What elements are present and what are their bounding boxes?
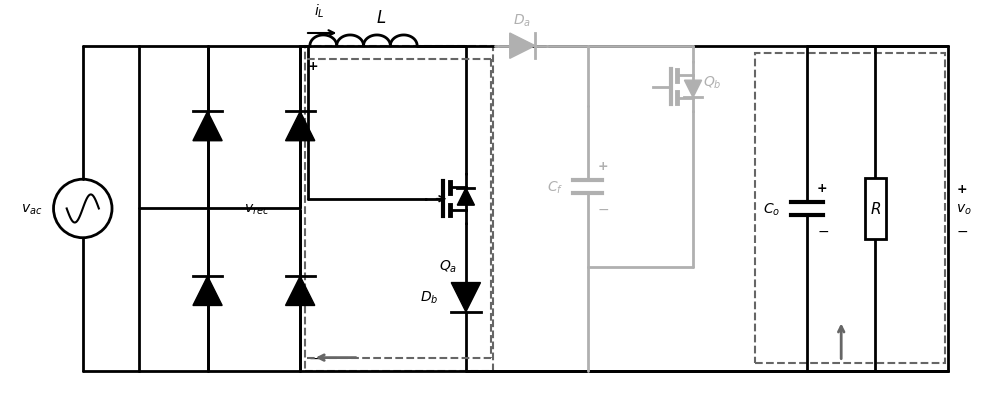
Polygon shape [286, 276, 315, 306]
Bar [305, 47, 493, 371]
Text: $Q_a$: $Q_a$ [439, 258, 457, 274]
Text: $-$: $-$ [956, 223, 968, 237]
Text: $-$: $-$ [817, 223, 829, 237]
Text: $v_o$: $v_o$ [956, 202, 972, 216]
Polygon shape [451, 283, 481, 312]
Text: $i_L$: $i_L$ [314, 3, 325, 20]
Text: $L$: $L$ [376, 9, 386, 27]
Polygon shape [286, 112, 315, 142]
Text: $v_{rec}$: $v_{rec}$ [244, 202, 269, 216]
Text: $D_b$: $D_b$ [420, 289, 439, 306]
Polygon shape [684, 81, 702, 98]
Text: $C_o$: $C_o$ [763, 201, 780, 217]
Text: +: + [817, 181, 827, 194]
Text: $-$: $-$ [308, 350, 320, 364]
Polygon shape [193, 276, 222, 306]
Bar [755, 54, 945, 364]
Text: $-$: $-$ [597, 202, 610, 216]
Text: +: + [597, 159, 608, 172]
Text: $v_{ac}$: $v_{ac}$ [21, 202, 43, 216]
Text: $Q_b$: $Q_b$ [703, 74, 721, 91]
Text: $R$: $R$ [870, 201, 881, 217]
Polygon shape [510, 34, 535, 59]
Text: +: + [956, 183, 967, 196]
Text: $C_f$: $C_f$ [547, 179, 563, 195]
Polygon shape [193, 112, 222, 142]
Polygon shape [457, 189, 474, 206]
Bar [865, 179, 886, 239]
Text: +: + [308, 60, 319, 73]
Text: $D_a$: $D_a$ [513, 13, 531, 29]
